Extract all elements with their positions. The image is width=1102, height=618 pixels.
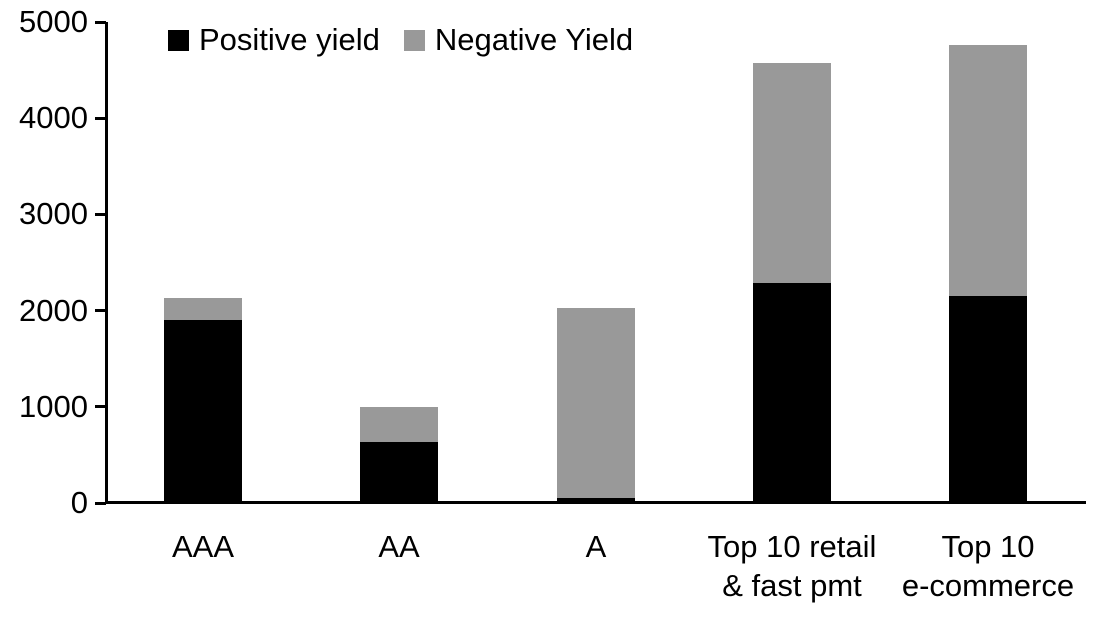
legend-label-negative-yield: Negative Yield (434, 22, 634, 57)
category-label: Top 10 retail & fast pmt (707, 529, 877, 603)
bar-segment-negative-yield (360, 406, 438, 443)
x-axis-line (105, 501, 1086, 504)
legend-swatch-negative-yield-icon (403, 29, 425, 51)
y-tick-mark (95, 309, 106, 312)
bar-segment-negative-yield (557, 307, 635, 499)
y-tick-label: 5000 (19, 4, 88, 39)
y-tick-mark (95, 117, 106, 120)
y-tick-mark (95, 21, 106, 24)
y-tick-mark (95, 502, 106, 505)
y-tick-label: 4000 (19, 100, 88, 135)
y-tick-label: 2000 (19, 293, 88, 328)
bar-segment-positive-yield (949, 296, 1027, 503)
legend-swatch-positive-yield-icon (168, 29, 189, 51)
bar-segment-positive-yield (753, 282, 831, 503)
bar-segment-positive-yield (164, 320, 242, 503)
y-tick-label: 1000 (19, 389, 88, 424)
y-axis-line (105, 22, 108, 504)
bar-segment-negative-yield (164, 298, 242, 321)
y-tick-label: 3000 (19, 196, 88, 231)
bar-segment-positive-yield (557, 498, 635, 503)
y-tick-mark (95, 213, 106, 216)
category-label: Top 10 e-commerce (901, 529, 1075, 603)
legend-item-positive-yield: Positive yield (168, 22, 380, 58)
bar-segment-negative-yield (949, 45, 1027, 297)
legend-item-negative-yield: Negative Yield (403, 22, 634, 58)
y-tick-label: 0 (70, 485, 88, 520)
category-label: AA (378, 529, 420, 564)
legend: Positive yield Negative Yield (168, 22, 633, 58)
legend-label-positive-yield: Positive yield (199, 22, 380, 57)
category-label: A (585, 529, 607, 564)
bar-segment-positive-yield (360, 442, 438, 503)
bar-segment-negative-yield (753, 63, 831, 283)
y-tick-mark (95, 405, 106, 408)
category-label: AAA (171, 529, 235, 564)
